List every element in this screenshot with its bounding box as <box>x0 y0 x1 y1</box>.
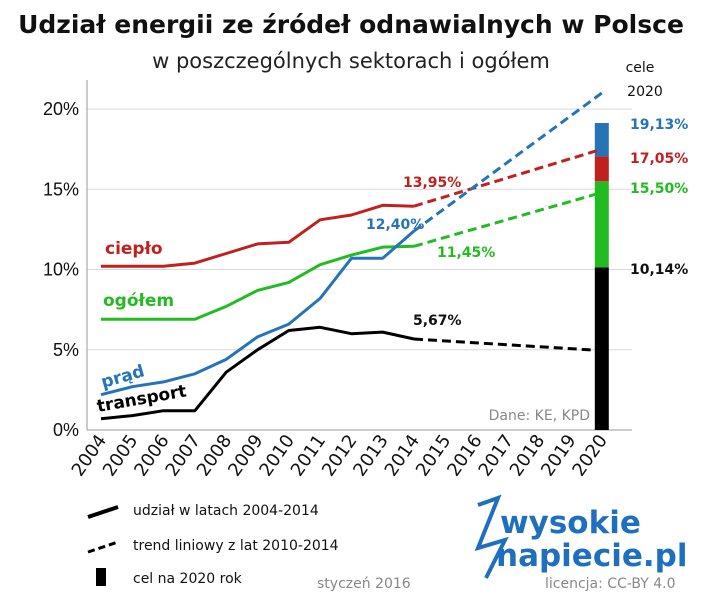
gridlines <box>87 108 632 351</box>
last-value-label-transport: 5,67% <box>413 313 462 329</box>
trend-line-ogółem <box>413 191 603 248</box>
target-bar-prąd <box>594 123 609 157</box>
goal-header-line2: 2020 <box>627 84 663 100</box>
footer-date: styczeń 2016 <box>317 576 411 592</box>
x-tick-labels: 2004200520062007200820092010201120122013… <box>68 431 612 481</box>
y-tick-labels: 0% 5% 10% 15% 20% <box>43 99 79 440</box>
target-bar-ciepło <box>594 156 609 182</box>
target-value-label-ciepło: 17,05% <box>630 151 688 167</box>
y-tick-label: 5% <box>53 340 79 360</box>
legend-label-solid: udział w latach 2004-2014 <box>133 503 319 519</box>
trend-line-prąd <box>413 91 603 233</box>
site-logo: wysokie napiecie.pl <box>474 494 687 579</box>
legend-dashed-swatch <box>87 540 119 554</box>
y-tick-label: 15% <box>43 179 79 199</box>
chart-title: Udział energii ze źródeł odnawialnych w … <box>18 10 684 39</box>
series-name-ogółem: ogółem <box>103 291 174 311</box>
legend: udział w latach 2004-2014 trend liniowy … <box>87 503 339 587</box>
legend-label-bar: cel na 2020 rok <box>133 571 243 587</box>
trend-line-ciepło <box>413 147 603 208</box>
series-line-transport <box>100 325 415 421</box>
x-tick-label: 2020 <box>568 431 611 481</box>
axes <box>86 80 632 431</box>
y-tick-label: 0% <box>53 420 79 440</box>
series-lines <box>100 91 603 421</box>
data-source: Dane: KE, KPD <box>489 408 590 424</box>
legend-label-dashed: trend liniowy z lat 2010-2014 <box>133 538 339 554</box>
last-value-label-ogółem: 11,45% <box>437 245 495 261</box>
target-value-label-ogółem: 15,50% <box>630 181 688 197</box>
series-name-ciepło: ciepło <box>105 239 163 259</box>
trend-line-transport <box>413 337 602 353</box>
legend-bar-swatch <box>96 568 106 586</box>
goal-header-line1: cele <box>626 60 655 76</box>
legend-solid-swatch <box>87 505 119 519</box>
y-tick-label: 20% <box>43 99 79 119</box>
logo-lightning-icon <box>474 494 509 579</box>
chart-subtitle: w poszczególnych sektorach i ogółem <box>152 49 550 73</box>
target-value-label-prąd: 19,13% <box>630 117 688 133</box>
target-value-label-transport: 10,14% <box>630 262 688 278</box>
series-line-ogółem <box>101 244 415 321</box>
target-bar-ogółem <box>594 181 609 268</box>
y-tick-label: 10% <box>43 260 79 280</box>
series-line-prąd <box>100 229 415 397</box>
series-line-ciepło <box>101 203 415 268</box>
footer-license: licencja: CC-BY 4.0 <box>545 576 676 592</box>
target-bar-transport <box>594 267 609 430</box>
logo-line2: napiecie.pl <box>496 538 687 574</box>
logo-line1: wysokie <box>500 505 641 541</box>
last-value-label-ciepło: 13,95% <box>403 175 461 191</box>
last-value-label-prąd: 12,40% <box>366 217 424 233</box>
target-bar <box>594 123 609 430</box>
